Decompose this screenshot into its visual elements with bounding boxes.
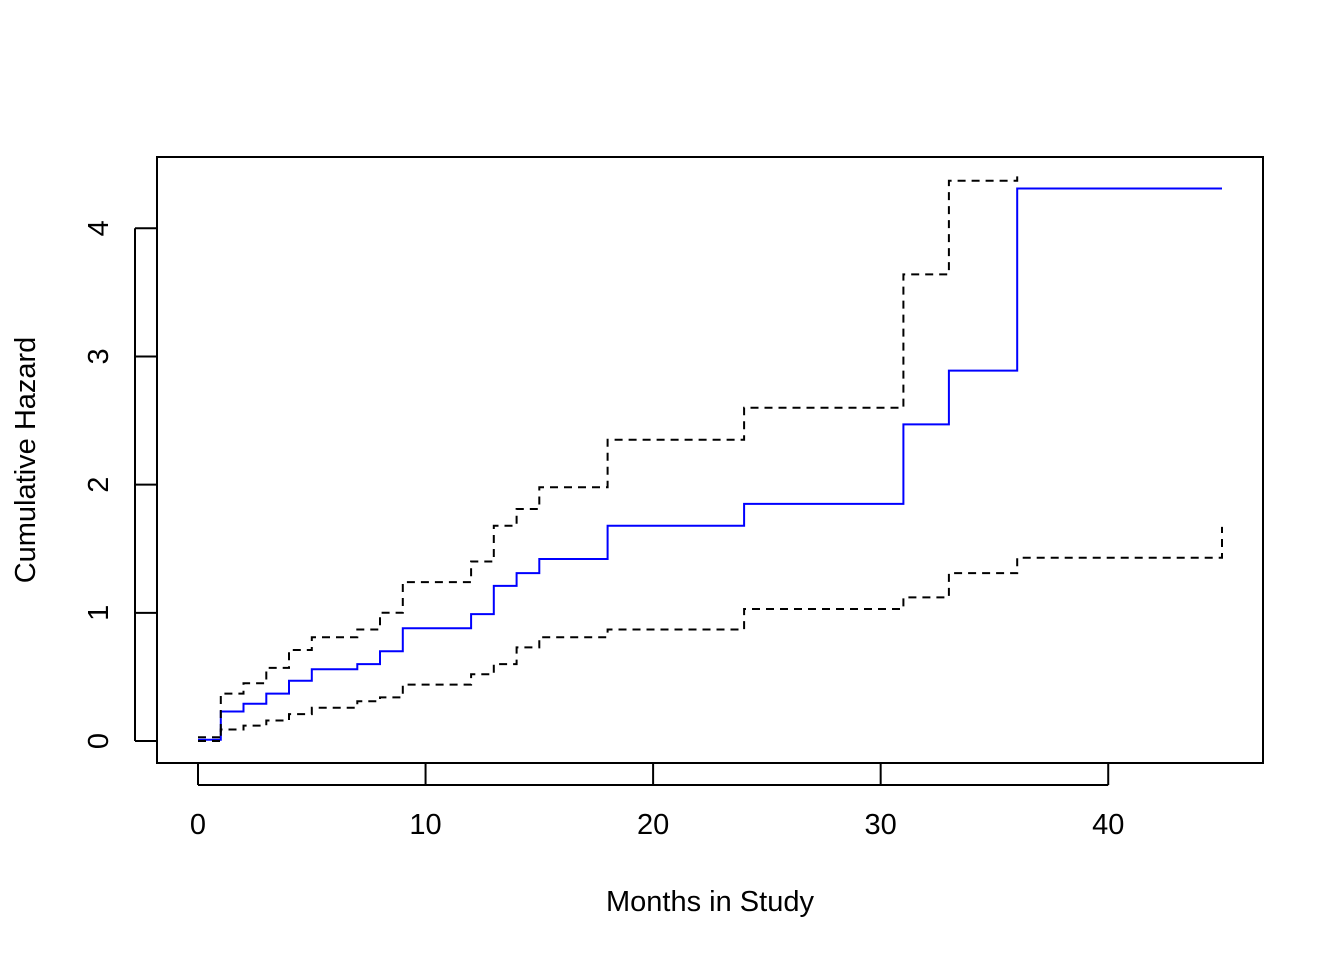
series-upper-confidence-bound (198, 170, 1019, 739)
x-tick-label: 30 (865, 809, 897, 841)
series-layer (198, 170, 1223, 742)
plot-frame (156, 156, 1264, 764)
x-tick-label: 40 (1092, 809, 1124, 841)
y-tick-label: 0 (83, 733, 115, 749)
x-axis-title: Months in Study (606, 886, 814, 918)
y-tick-label: 1 (83, 605, 115, 621)
series-lower-confidence-bound (198, 526, 1223, 742)
y-tick-label: 4 (83, 220, 115, 236)
x-tick-label: 10 (409, 809, 441, 841)
y-axis-title: Cumulative Hazard (10, 337, 42, 584)
x-tick-label: 0 (190, 809, 206, 841)
x-tick-label: 20 (637, 809, 669, 841)
x-axis: 0 10 20 30 40 (190, 764, 1124, 841)
y-tick-label: 3 (83, 348, 115, 364)
y-tick-label: 2 (83, 477, 115, 493)
series-estimate (198, 187, 1222, 741)
y-axis: 0 1 2 3 4 (83, 220, 156, 749)
